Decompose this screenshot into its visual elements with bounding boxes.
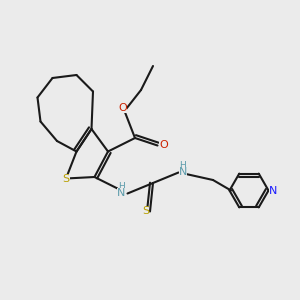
- Text: N: N: [269, 185, 277, 196]
- Text: O: O: [159, 140, 168, 151]
- Text: N: N: [117, 188, 126, 198]
- Text: O: O: [118, 103, 127, 113]
- Text: S: S: [142, 206, 149, 217]
- Text: N: N: [179, 167, 187, 177]
- Text: H: H: [180, 161, 186, 170]
- Text: H: H: [118, 182, 125, 191]
- Text: S: S: [62, 173, 70, 184]
